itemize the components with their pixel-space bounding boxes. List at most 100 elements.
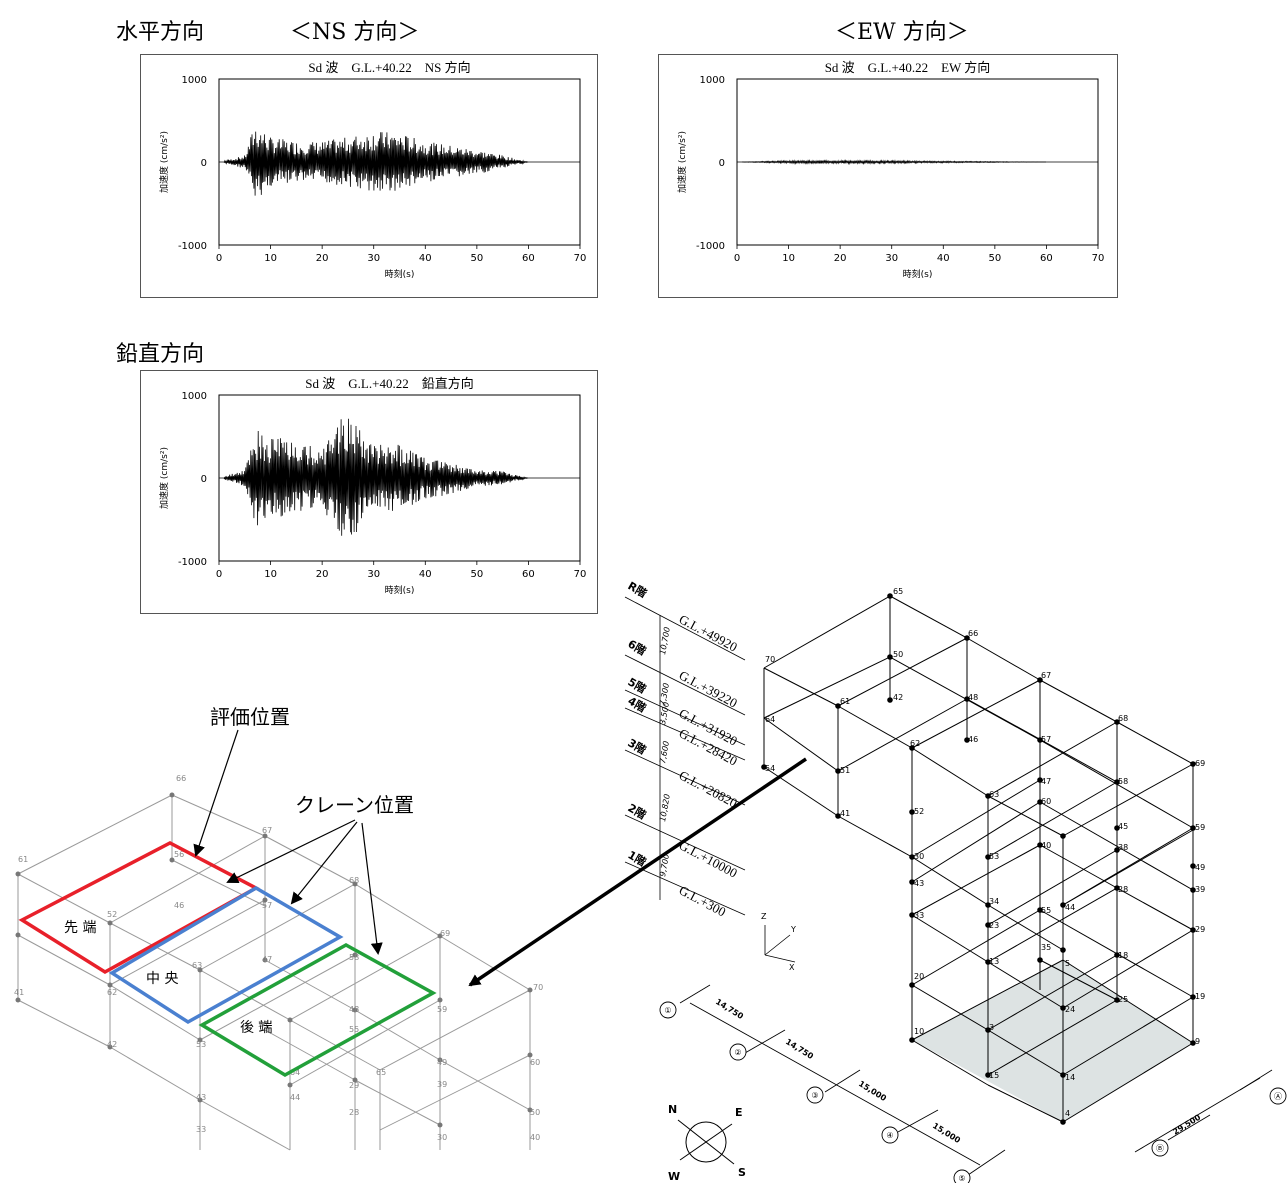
floor-label: 3階 bbox=[626, 735, 649, 756]
y-axis-label: 加速度 (cm/s²) bbox=[676, 131, 688, 193]
zoom-nodes bbox=[15, 792, 533, 1128]
frame-node-label: 66 bbox=[968, 629, 978, 638]
zoom-node-label: 50 bbox=[530, 1108, 540, 1117]
floor-label: 5階 bbox=[626, 674, 649, 695]
frame-node-label: 19 bbox=[1195, 992, 1205, 1001]
axis-y: Y bbox=[790, 925, 796, 934]
frame-node-label: 29 bbox=[1195, 925, 1205, 934]
frame-node-label: 42 bbox=[893, 693, 903, 702]
floor-label: 4階 bbox=[626, 693, 649, 714]
zoom-node-label: 47 bbox=[262, 955, 272, 964]
compass-s: S bbox=[738, 1166, 746, 1179]
x-tick-label: 50 bbox=[988, 253, 1001, 264]
level-label: G.L.+39220 bbox=[677, 667, 740, 710]
crane-position-label: クレーン位置 bbox=[295, 793, 414, 817]
front-label: 先 端 bbox=[64, 920, 96, 936]
y-tick-label: 1000 bbox=[182, 391, 207, 402]
frame-node-label: 33 bbox=[914, 911, 924, 920]
frame-node-label: 63 bbox=[989, 790, 999, 799]
frame-node-label: 41 bbox=[840, 809, 850, 818]
zoom-node-label: 43 bbox=[196, 1093, 206, 1102]
x-tick-label: 60 bbox=[1040, 253, 1053, 264]
heading-ew: ＜EW 方向＞ bbox=[835, 20, 969, 45]
frame-node-label: 58 bbox=[1118, 777, 1128, 786]
grid-axis-markers bbox=[659, 1001, 1287, 1183]
floor-level-table bbox=[624, 596, 746, 916]
y-tick-label: -1000 bbox=[178, 241, 207, 252]
frame-node-label: 14 bbox=[1065, 1073, 1075, 1082]
zoom-node-label: 49 bbox=[437, 1058, 447, 1067]
grid-lines bbox=[679, 984, 1273, 1176]
level-label: G.L.+300 bbox=[677, 882, 729, 919]
chart-ew: Sd 波 G.L.+40.22 EW 方向 1000 0 -1000 0 10 20 30 40… bbox=[658, 54, 1118, 298]
frame-node-label: 15 bbox=[989, 1071, 999, 1080]
frame-node-label: 25 bbox=[1118, 995, 1128, 1004]
span-dimension: 15,000 bbox=[857, 1079, 888, 1103]
frame-node-label: 40 bbox=[1041, 841, 1051, 850]
frame-node-label: 67 bbox=[1041, 671, 1051, 680]
zoom-node-label: 65 bbox=[376, 1068, 386, 1077]
span-dimension: 15,000 bbox=[931, 1121, 962, 1145]
chart-ns: Sd 波 G.L.+40.22 NS 方向 1000 0 -1000 0 10 20 30 40… bbox=[140, 54, 598, 298]
zoom-node-label: 40 bbox=[530, 1133, 540, 1142]
x-tick-label: 40 bbox=[419, 253, 432, 264]
center-label: 中 央 bbox=[146, 971, 178, 987]
chart-ud: Sd 波 G.L.+40.22 鉛直方向 1000 0 -1000 0 10 20 30 40 5… bbox=[140, 370, 598, 614]
floor-label: 2階 bbox=[626, 800, 649, 821]
frame-node-label: 52 bbox=[914, 807, 924, 816]
zoom-roof-diagram bbox=[17, 794, 531, 1151]
grid-axis-1: ① bbox=[664, 1006, 671, 1015]
zoom-node-label: 42 bbox=[107, 1040, 117, 1049]
chart-title: Sd 波 G.L.+40.22 EW 方向 bbox=[825, 60, 991, 75]
story-height: 9,700 bbox=[658, 853, 671, 877]
frame-node-label: 23 bbox=[989, 921, 999, 930]
y-tick-label: 0 bbox=[719, 158, 725, 169]
x-axis-label: 時刻(s) bbox=[385, 584, 415, 596]
x-tick-label: 20 bbox=[834, 253, 847, 264]
y-tick-label: 1000 bbox=[700, 75, 725, 86]
span-dimension: 14,750 bbox=[714, 997, 745, 1021]
waveform-series bbox=[223, 131, 529, 196]
frame-node-label: 3 bbox=[989, 1023, 994, 1032]
x-tick-label: 0 bbox=[216, 253, 222, 264]
zoom-node-label: 48 bbox=[349, 1005, 359, 1014]
compass-e: E bbox=[735, 1106, 743, 1119]
callout-leaders bbox=[193, 729, 383, 955]
x-axis-label: 時刻(s) bbox=[903, 268, 933, 280]
zoom-node-label: 66 bbox=[176, 774, 186, 783]
waveform-series bbox=[742, 159, 1046, 166]
x-tick-label: 50 bbox=[470, 569, 483, 580]
x-tick-label: 40 bbox=[937, 253, 950, 264]
zoom-node-label: 57 bbox=[262, 901, 272, 910]
frame-node-label: 24 bbox=[1065, 1005, 1075, 1014]
frame-node-label: 68 bbox=[1118, 714, 1128, 723]
eval-position-label: 評価位置 bbox=[210, 705, 290, 729]
y-tick-label: -1000 bbox=[178, 557, 207, 568]
frame-node-label: 10 bbox=[914, 1027, 924, 1036]
zoom-node-label: 70 bbox=[533, 983, 543, 992]
y-axis-label: 加速度 (cm/s²) bbox=[158, 131, 170, 193]
zoom-node-label: 44 bbox=[290, 1093, 300, 1102]
frame-node-label: 28 bbox=[1118, 885, 1128, 894]
frame-node-label: 65 bbox=[893, 587, 903, 596]
zoom-node-label: 59 bbox=[437, 1005, 447, 1014]
zoom-node-label: 39 bbox=[437, 1080, 447, 1089]
y-tick-label: -1000 bbox=[696, 241, 725, 252]
zoom-node-label: 52 bbox=[107, 910, 117, 919]
zoom-node-label: 46 bbox=[174, 901, 184, 910]
span-dimension: 29,500 bbox=[1171, 1112, 1202, 1136]
chart-title: Sd 波 G.L.+40.22 鉛直方向 bbox=[305, 376, 473, 391]
frame-node-label: 49 bbox=[1195, 863, 1205, 872]
frame-node-label: 44 bbox=[1065, 903, 1075, 912]
frame-node-label: 35 bbox=[1041, 943, 1051, 952]
floor-label: R階 bbox=[626, 578, 650, 600]
floor-label: 6階 bbox=[626, 636, 649, 657]
x-axis-label: 時刻(s) bbox=[385, 268, 415, 280]
frame-node-label: 61 bbox=[840, 697, 850, 706]
grid-axis-2: ② bbox=[734, 1048, 741, 1057]
zoom-node-label: 62 bbox=[107, 988, 117, 997]
x-tick-label: 30 bbox=[367, 253, 380, 264]
frame-node-label: 45 bbox=[1118, 822, 1128, 831]
x-tick-label: 10 bbox=[264, 569, 277, 580]
frame-node-label: 38 bbox=[1118, 843, 1128, 852]
